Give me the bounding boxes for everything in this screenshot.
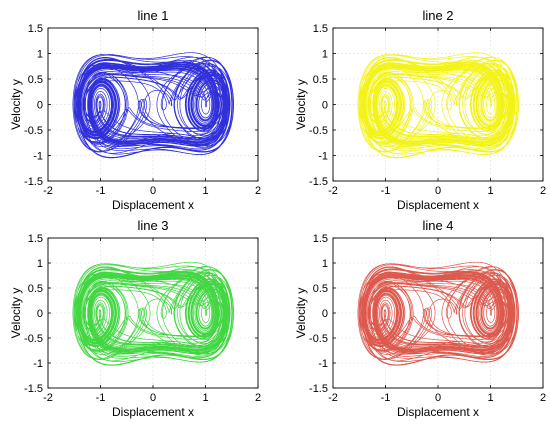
x-axis-label: Displacement x [397, 198, 479, 212]
y-axis-label: Velocity y [294, 79, 308, 130]
y-tick-label: 1 [322, 258, 328, 270]
y-tick-label: 0 [322, 100, 328, 112]
y-tick-label: 0.5 [313, 74, 328, 86]
x-tick-label: 2 [255, 185, 261, 197]
x-tick-label: 1 [487, 392, 493, 404]
chart-panel-3: -2 -1 0 1 2 -1.5 -1 -0.5 0 0.5 1 1.5 line 3 Displacem… [9, 218, 261, 419]
x-tick-label: -2 [328, 392, 338, 404]
chart-title: line 2 [422, 8, 453, 23]
x-tick-label: 2 [540, 185, 546, 197]
x-axis-label: Displacement x [112, 198, 194, 212]
chart-panel-2: -2 -1 0 1 2 -1.5 -1 -0.5 0 0.5 1 1.5 line 2 Displacem… [294, 8, 546, 212]
x-tick-label: -2 [43, 392, 53, 404]
chart-title: line 3 [137, 218, 168, 233]
y-tick-label: -0.5 [24, 333, 43, 345]
y-tick-label: -1.5 [24, 383, 43, 395]
y-axis-label: Velocity y [9, 288, 23, 339]
x-tick-label: 2 [540, 392, 546, 404]
y-axis-label: Velocity y [9, 79, 23, 130]
y-tick-label: -1 [318, 151, 328, 163]
chart-panel-4: -2 -1 0 1 2 -1.5 -1 -0.5 0 0.5 1 1.5 line 4 Displacem… [294, 218, 546, 419]
x-tick-label: -2 [43, 185, 53, 197]
y-tick-label: 1 [37, 258, 43, 270]
x-tick-label: -1 [381, 185, 391, 197]
x-tick-label: 0 [435, 392, 441, 404]
y-tick-label: 0 [37, 100, 43, 112]
y-tick-label: 0 [322, 308, 328, 320]
x-tick-label: -1 [96, 185, 106, 197]
chart-panel-1: -2 -1 0 1 2 -1.5 -1 -0.5 0 0.5 1 1.5 line 1 Displacem… [9, 8, 261, 212]
x-tick-label: 1 [202, 185, 208, 197]
x-tick-label: 0 [150, 185, 156, 197]
series-line [357, 261, 519, 366]
y-tick-label: 1 [37, 49, 43, 61]
y-tick-label: 1.5 [28, 23, 43, 35]
x-tick-label: 1 [202, 392, 208, 404]
y-tick-label: -1.5 [24, 176, 43, 188]
chart-title: line 4 [422, 218, 453, 233]
x-tick-label: -1 [96, 392, 106, 404]
y-tick-label: 0.5 [28, 74, 43, 86]
y-tick-label: -0.5 [309, 333, 328, 345]
chart-title: line 1 [137, 8, 168, 23]
y-tick-label: -0.5 [309, 125, 328, 137]
x-tick-label: -1 [381, 392, 391, 404]
y-tick-label: -1 [318, 358, 328, 370]
y-tick-label: 0 [37, 308, 43, 320]
y-tick-label: 1.5 [313, 23, 328, 35]
y-tick-label: 1 [322, 49, 328, 61]
y-tick-label: 1.5 [313, 233, 328, 245]
series-line [357, 52, 519, 159]
y-tick-label: -0.5 [24, 125, 43, 137]
y-tick-label: -1 [33, 151, 43, 163]
y-tick-label: -1 [33, 358, 43, 370]
x-tick-label: 2 [255, 392, 261, 404]
series-line [72, 52, 234, 159]
y-tick-label: 1.5 [28, 233, 43, 245]
y-tick-label: 0.5 [28, 283, 43, 295]
y-tick-label: -1.5 [309, 176, 328, 188]
x-axis-label: Displacement x [397, 405, 479, 419]
x-axis-label: Displacement x [112, 405, 194, 419]
y-axis-label: Velocity y [294, 288, 308, 339]
series-line [72, 261, 234, 366]
x-tick-label: 0 [435, 185, 441, 197]
x-tick-label: -2 [328, 185, 338, 197]
y-tick-label: -1.5 [309, 383, 328, 395]
y-tick-label: 0.5 [313, 283, 328, 295]
x-tick-label: 1 [487, 185, 493, 197]
x-tick-label: 0 [150, 392, 156, 404]
